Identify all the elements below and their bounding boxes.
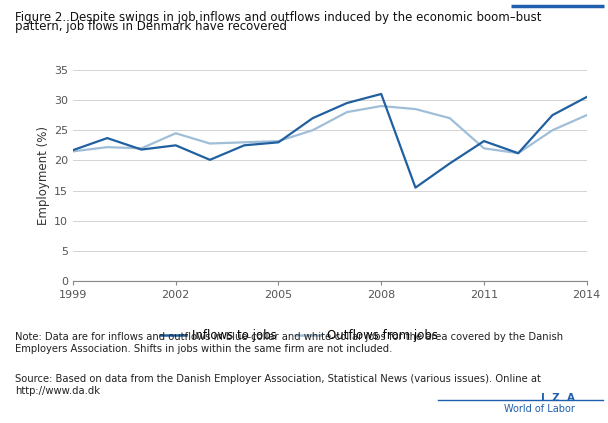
Text: Source: Based on data from the Danish Employer Association, Statistical News (va: Source: Based on data from the Danish Em… (15, 374, 541, 396)
Text: pattern, job flows in Denmark have recovered: pattern, job flows in Denmark have recov… (15, 20, 287, 33)
Legend: Inflows to jobs, Outflows from jobs: Inflows to jobs, Outflows from jobs (156, 324, 443, 347)
Text: Note: Data are for inflows and outflows in blue-collar and white-collar jobs for: Note: Data are for inflows and outflows … (15, 332, 564, 354)
Text: Source: Source (0, 422, 1, 423)
Text: Figure 2. Despite swings in job inflows and outflows induced by the economic boo: Figure 2. Despite swings in job inflows … (15, 11, 542, 24)
Y-axis label: Employment (%): Employment (%) (37, 126, 50, 225)
Text: : Based on data from the Danish Employer Association, Statistical News: : Based on data from the Danish Employer… (0, 422, 1, 423)
Text: I  Z  A: I Z A (541, 393, 575, 403)
Text: World of Labor: World of Labor (503, 404, 575, 414)
